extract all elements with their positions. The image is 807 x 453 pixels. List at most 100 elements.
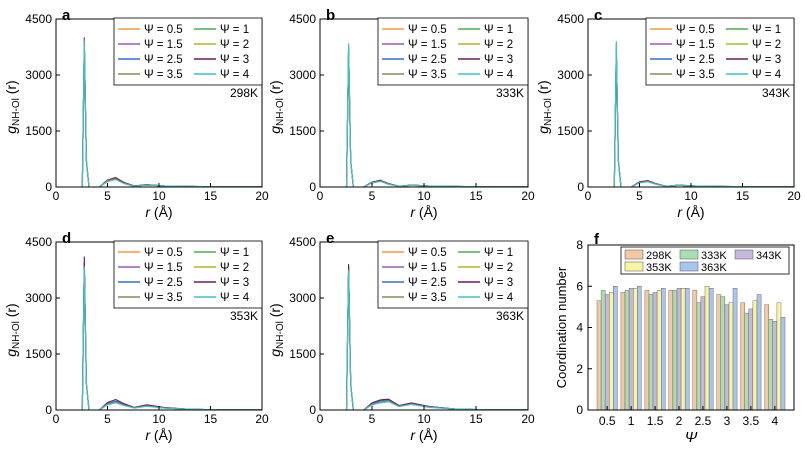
- x-tick-label: 5: [636, 189, 643, 203]
- x-axis-label-unit: (Å): [150, 427, 173, 443]
- x-tick-label: 20: [255, 412, 269, 426]
- y-axis-label-sub: NH-Ol: [275, 321, 286, 349]
- legend-label: Ψ = 3.5: [408, 69, 447, 81]
- bar: [609, 292, 614, 411]
- x-axis-label-var: r: [145, 427, 151, 443]
- bar: [676, 288, 682, 411]
- bar: [668, 290, 674, 411]
- panel-label: b: [326, 7, 335, 24]
- x-tick-label: 15: [469, 189, 483, 203]
- series-line-8: [81, 267, 262, 410]
- legend-label: Ψ = 0.5: [408, 24, 447, 36]
- bar: [720, 296, 726, 411]
- x-axis-label-unit: (Å): [150, 204, 173, 220]
- series-line-8: [81, 40, 262, 187]
- legend-label: 343K: [756, 250, 782, 262]
- legend-box: [620, 246, 790, 275]
- x-tick-label: 20: [521, 412, 535, 426]
- x-axis-label: r (Å): [410, 204, 437, 220]
- legend-label: Ψ = 3: [484, 277, 513, 289]
- legend-label: Ψ = 3.5: [408, 292, 447, 304]
- y-tick-label: 4500: [25, 235, 52, 249]
- series-group: [81, 37, 262, 187]
- panel-label: a: [62, 7, 71, 24]
- y-tick-label: 1500: [25, 124, 52, 138]
- x-tick-label: 10: [152, 189, 166, 203]
- x-tick-label: 0: [317, 412, 324, 426]
- panel-d: 0 5 10 15 20 0 1500 3000 4500 d r (Å) gNH-Ol (r) Ψ =…: [3, 230, 269, 443]
- legend-label: Ψ = 2: [484, 39, 513, 51]
- panel-label: e: [326, 230, 334, 247]
- y-tick-label: 4500: [25, 12, 52, 26]
- legend-label: Ψ = 4: [220, 69, 250, 81]
- legend-label: Ψ = 3: [484, 54, 513, 66]
- legend-label: Ψ = 2: [752, 39, 781, 51]
- legend-label: Ψ = 3: [752, 54, 781, 66]
- x-tick-label: 0: [585, 189, 592, 203]
- x-tick-label: 1.5: [647, 414, 664, 428]
- y-tick-label: 8: [576, 238, 583, 252]
- bar: [644, 290, 650, 411]
- legend-label: Ψ = 2.5: [408, 277, 447, 289]
- x-tick-label: 20: [787, 189, 801, 203]
- bar: [692, 290, 698, 411]
- bar: [620, 292, 626, 411]
- y-axis-label-sub: NH-Ol: [11, 98, 22, 126]
- y-tick-label: 4500: [289, 235, 316, 249]
- legend-label: Ψ = 2: [484, 262, 513, 274]
- bar: [752, 300, 758, 411]
- y-tick-label: 3000: [289, 68, 316, 82]
- panel-c: 0 5 10 15 20 0 1500 3000 4500 c r (Å) gNH-Ol (r) Ψ =…: [535, 7, 801, 220]
- legend-label: Ψ = 3: [220, 277, 249, 289]
- series-group: [613, 40, 794, 187]
- bar: [724, 304, 730, 411]
- y-axis-label-var: g: [535, 126, 551, 134]
- legend-label: Ψ = 2.5: [144, 54, 183, 66]
- bar: [744, 312, 750, 411]
- legend-label: Ψ = 2: [220, 39, 249, 51]
- legend-swatch: [624, 261, 644, 272]
- y-axis-label-var: g: [267, 349, 283, 357]
- y-axis-label-sub: NH-Ol: [11, 321, 22, 349]
- y-axis-label-arg: (r): [3, 80, 19, 98]
- x-tick-label: 10: [684, 189, 698, 203]
- y-tick-label: 3000: [25, 291, 52, 305]
- panel-e: 0 5 10 15 20 0 1500 3000 4500 e r (Å) gNH-Ol (r) Ψ =…: [267, 230, 535, 443]
- x-axis-label-var: r: [410, 204, 416, 220]
- legend-label: Ψ = 0.5: [676, 24, 715, 36]
- x-axis-label-var: r: [145, 204, 151, 220]
- y-axis-label-var: g: [3, 349, 19, 357]
- legend-label: 298K: [646, 250, 672, 262]
- x-tick-label: 5: [369, 412, 376, 426]
- legend-label: Ψ = 1: [484, 247, 513, 259]
- bar: [700, 296, 706, 411]
- x-tick-label: 15: [736, 189, 750, 203]
- temperature-label: 353K: [230, 309, 258, 323]
- y-axis-label-var: g: [3, 126, 19, 134]
- legend-label: Ψ = 1.5: [676, 39, 715, 51]
- legend-label: Ψ = 4: [484, 69, 514, 81]
- y-tick-label: 6: [576, 279, 583, 293]
- y-tick-label: 2: [576, 362, 583, 376]
- bar: [613, 286, 618, 411]
- x-tick-label: 2: [676, 414, 683, 428]
- bar: [780, 317, 786, 411]
- x-axis-label: r (Å): [145, 427, 172, 443]
- x-tick-label: 0: [317, 189, 324, 203]
- bar: [648, 294, 654, 411]
- bar: [596, 300, 602, 411]
- y-axis-label: gNH-Ol (r): [3, 303, 22, 356]
- series-line-8: [613, 40, 794, 187]
- y-tick-label: 4500: [557, 12, 584, 26]
- series-group: [345, 42, 528, 187]
- x-axis-label: r (Å): [145, 204, 172, 220]
- x-axis-label-var: r: [410, 427, 416, 443]
- legend-label: Ψ = 0.5: [144, 24, 183, 36]
- panel-a: 0 5 10 15 20 0 1500 3000 4500 a r (Å) gNH-Ol (r) Ψ =…: [3, 7, 269, 220]
- legend-label: Ψ = 1.5: [408, 262, 447, 274]
- y-axis-label-arg: (r): [267, 80, 283, 98]
- legend-label: Ψ = 4: [484, 292, 514, 304]
- y-tick-label: 0: [45, 403, 52, 417]
- y-tick-label: 3000: [289, 291, 316, 305]
